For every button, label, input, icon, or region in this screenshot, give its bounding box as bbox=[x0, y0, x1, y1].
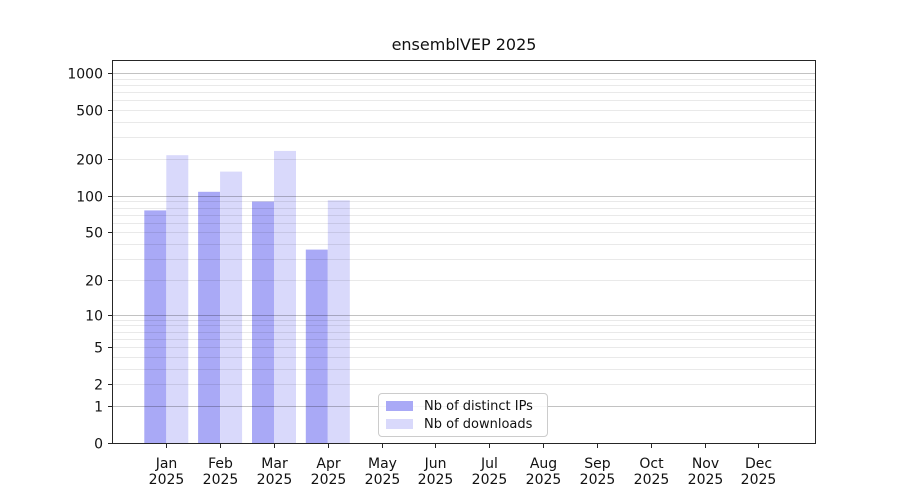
y-tick-label-0: 0 bbox=[94, 437, 103, 453]
x-tick-year-dec: 2025 bbox=[741, 472, 777, 488]
x-tick-year-apr: 2025 bbox=[311, 472, 347, 488]
axes-spines bbox=[112, 60, 816, 444]
y-tick-label-1: 1 bbox=[94, 400, 103, 416]
legend-swatch-distinct-ips bbox=[386, 401, 413, 411]
bar-distinct-ips-mar bbox=[252, 201, 274, 443]
x-tick-label-jan: Jan bbox=[155, 456, 178, 472]
y-tick-label-200: 200 bbox=[76, 153, 103, 169]
y-tick-label-50: 50 bbox=[85, 226, 103, 242]
bar-downloads-feb bbox=[220, 171, 243, 443]
x-tick-year-jan: 2025 bbox=[149, 472, 185, 488]
x-tick-year-jun: 2025 bbox=[418, 472, 454, 488]
x-tick-label-nov: Nov bbox=[692, 456, 719, 472]
x-tick-year-aug: 2025 bbox=[526, 472, 562, 488]
y-tick-label-5: 5 bbox=[94, 341, 103, 357]
x-tick-label-mar: Mar bbox=[261, 456, 288, 472]
y-tick-label-500: 500 bbox=[76, 104, 103, 120]
y-tick-label-20: 20 bbox=[85, 274, 103, 290]
bar-distinct-ips-feb bbox=[198, 191, 221, 443]
legend-label-distinct-ips: Nb of distinct IPs bbox=[424, 398, 533, 414]
x-tick-year-nov: 2025 bbox=[688, 472, 724, 488]
x-tick-year-feb: 2025 bbox=[203, 472, 239, 488]
legend-swatch-downloads bbox=[386, 419, 413, 429]
bar-downloads-apr bbox=[327, 200, 350, 443]
x-tick-year-jul: 2025 bbox=[472, 472, 508, 488]
x-tick-year-oct: 2025 bbox=[634, 472, 670, 488]
x-tick-label-jul: Jul bbox=[480, 456, 498, 472]
x-tick-label-aug: Aug bbox=[530, 456, 557, 472]
y-tick-label-1000: 1000 bbox=[67, 67, 103, 83]
bar-downloads-mar bbox=[274, 150, 296, 443]
x-tick-year-mar: 2025 bbox=[257, 472, 293, 488]
bar-downloads-jan bbox=[166, 155, 189, 443]
bar-distinct-ips-jan bbox=[144, 210, 167, 443]
legend: Nb of distinct IPs Nb of downloads bbox=[378, 393, 548, 437]
legend-item-downloads: Nb of downloads bbox=[386, 415, 539, 433]
x-tick-label-sep: Sep bbox=[584, 456, 611, 472]
x-tick-label-oct: Oct bbox=[639, 456, 664, 472]
x-tick-label-dec: Dec bbox=[745, 456, 772, 472]
y-tick-label-2: 2 bbox=[94, 378, 103, 394]
x-tick-label-may: May bbox=[368, 456, 397, 472]
x-tick-label-feb: Feb bbox=[208, 456, 233, 472]
x-tick-label-apr: Apr bbox=[316, 456, 340, 472]
x-tick-year-may: 2025 bbox=[365, 472, 401, 488]
legend-item-distinct-ips: Nb of distinct IPs bbox=[386, 397, 539, 415]
chart-title: ensemblVEP 2025 bbox=[391, 35, 537, 54]
bar-distinct-ips-apr bbox=[305, 249, 328, 443]
y-tick-label-100: 100 bbox=[76, 190, 103, 206]
y-tick-label-10: 10 bbox=[85, 309, 103, 325]
x-tick-year-sep: 2025 bbox=[580, 472, 616, 488]
x-tick-label-jun: Jun bbox=[424, 456, 447, 472]
legend-label-downloads: Nb of downloads bbox=[424, 416, 533, 432]
